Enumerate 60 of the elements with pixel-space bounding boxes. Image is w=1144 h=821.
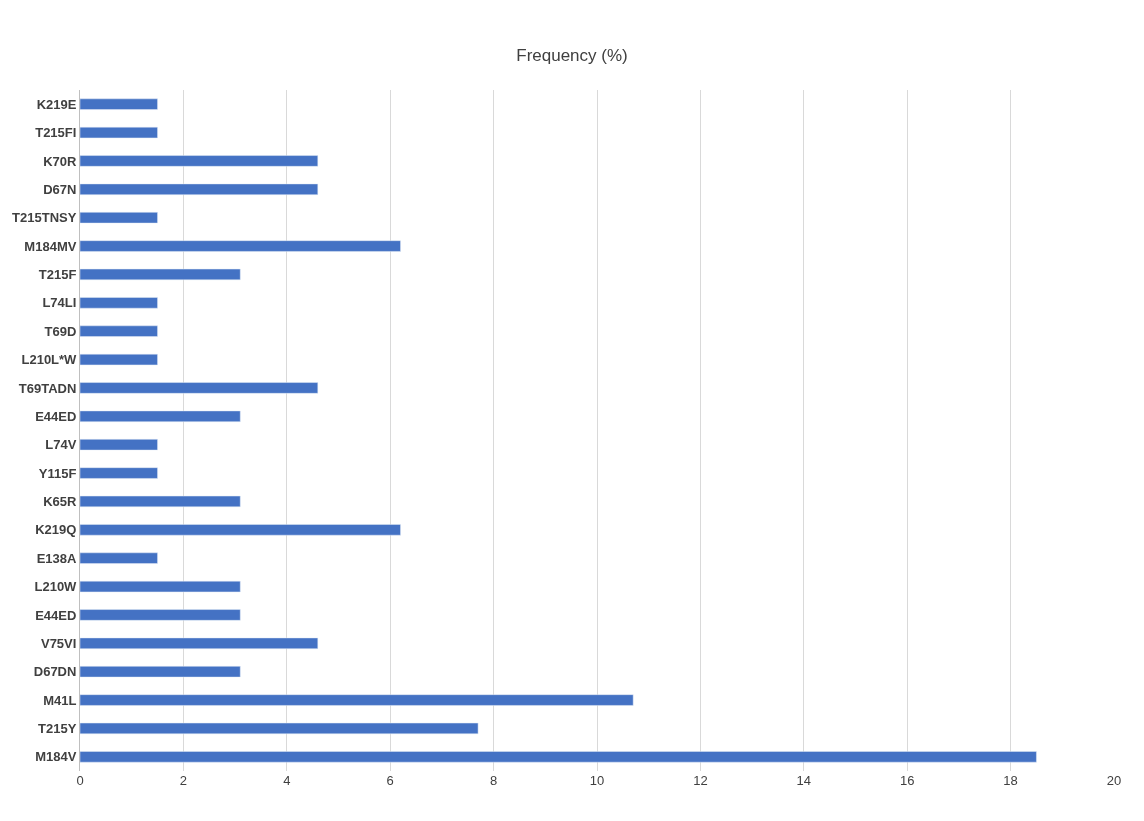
- x-tick-label: 14: [796, 773, 812, 788]
- bar: [80, 98, 158, 110]
- chart-title: Frequency (%): [516, 46, 628, 66]
- bar: [80, 410, 241, 422]
- y-tick-label: T69TADN: [18, 380, 77, 396]
- y-tick-label: M184V: [35, 749, 77, 765]
- x-tick-label: 12: [693, 773, 708, 788]
- bar: [80, 580, 241, 593]
- y-tick-label: L210W: [34, 579, 78, 595]
- bar: [80, 155, 319, 167]
- y-tick-label: M184MV: [24, 238, 77, 254]
- bar: [80, 268, 241, 281]
- bar: [80, 495, 241, 508]
- bar: [80, 637, 319, 649]
- y-tick-label: T215Y: [38, 720, 77, 736]
- y-tick-label: T215TNSY: [12, 210, 77, 226]
- y-tick-label: E44ED: [35, 607, 77, 623]
- y-tick-label: K65R: [43, 493, 77, 509]
- bar: [80, 439, 158, 451]
- y-tick-label: D67DN: [33, 664, 77, 680]
- x-tick-label: 16: [899, 773, 915, 788]
- bar: [80, 325, 158, 337]
- y-tick-label: T215FI: [35, 125, 77, 141]
- bar: [80, 694, 634, 706]
- x-tick-label: 8: [489, 773, 498, 788]
- bar: [80, 467, 158, 479]
- y-tick-label: L210L*W: [21, 352, 78, 368]
- y-tick-label: E138A: [36, 550, 78, 566]
- bar: [80, 666, 241, 678]
- bar: [80, 353, 158, 366]
- y-tick-label: K219Q: [35, 522, 77, 538]
- y-tick-label: E44ED: [35, 408, 77, 424]
- y-tick-label: V75VI: [40, 635, 77, 651]
- x-tick-label: 0: [76, 773, 84, 788]
- bar: [80, 382, 319, 394]
- bar: [80, 751, 1037, 763]
- x-tick-label: 20: [1106, 773, 1122, 788]
- y-tick-label: T69D: [44, 323, 77, 339]
- bar: [80, 722, 479, 735]
- bar: [80, 297, 158, 309]
- y-tick-label: L74V: [45, 437, 77, 453]
- bar: [80, 524, 401, 536]
- y-tick-label: T215F: [38, 266, 77, 282]
- x-tick-label: 6: [386, 773, 394, 788]
- bar: [80, 126, 158, 139]
- bar: [80, 552, 158, 564]
- y-tick-label: L74LI: [42, 295, 77, 311]
- bar: [80, 609, 241, 621]
- x-tick-label: 10: [589, 773, 605, 788]
- x-tick-label: 4: [283, 773, 291, 788]
- y-tick-label: K70R: [43, 153, 77, 169]
- y-tick-label: Y115F: [38, 465, 77, 481]
- y-tick-label: M41L: [43, 692, 77, 708]
- bar: [80, 183, 319, 195]
- y-tick-label: K219E: [36, 96, 77, 112]
- x-tick-label: 18: [1003, 773, 1018, 788]
- y-tick-label: D67N: [43, 181, 77, 197]
- x-tick-label: 2: [179, 773, 188, 788]
- bar: [80, 240, 401, 252]
- bar: [80, 212, 158, 224]
